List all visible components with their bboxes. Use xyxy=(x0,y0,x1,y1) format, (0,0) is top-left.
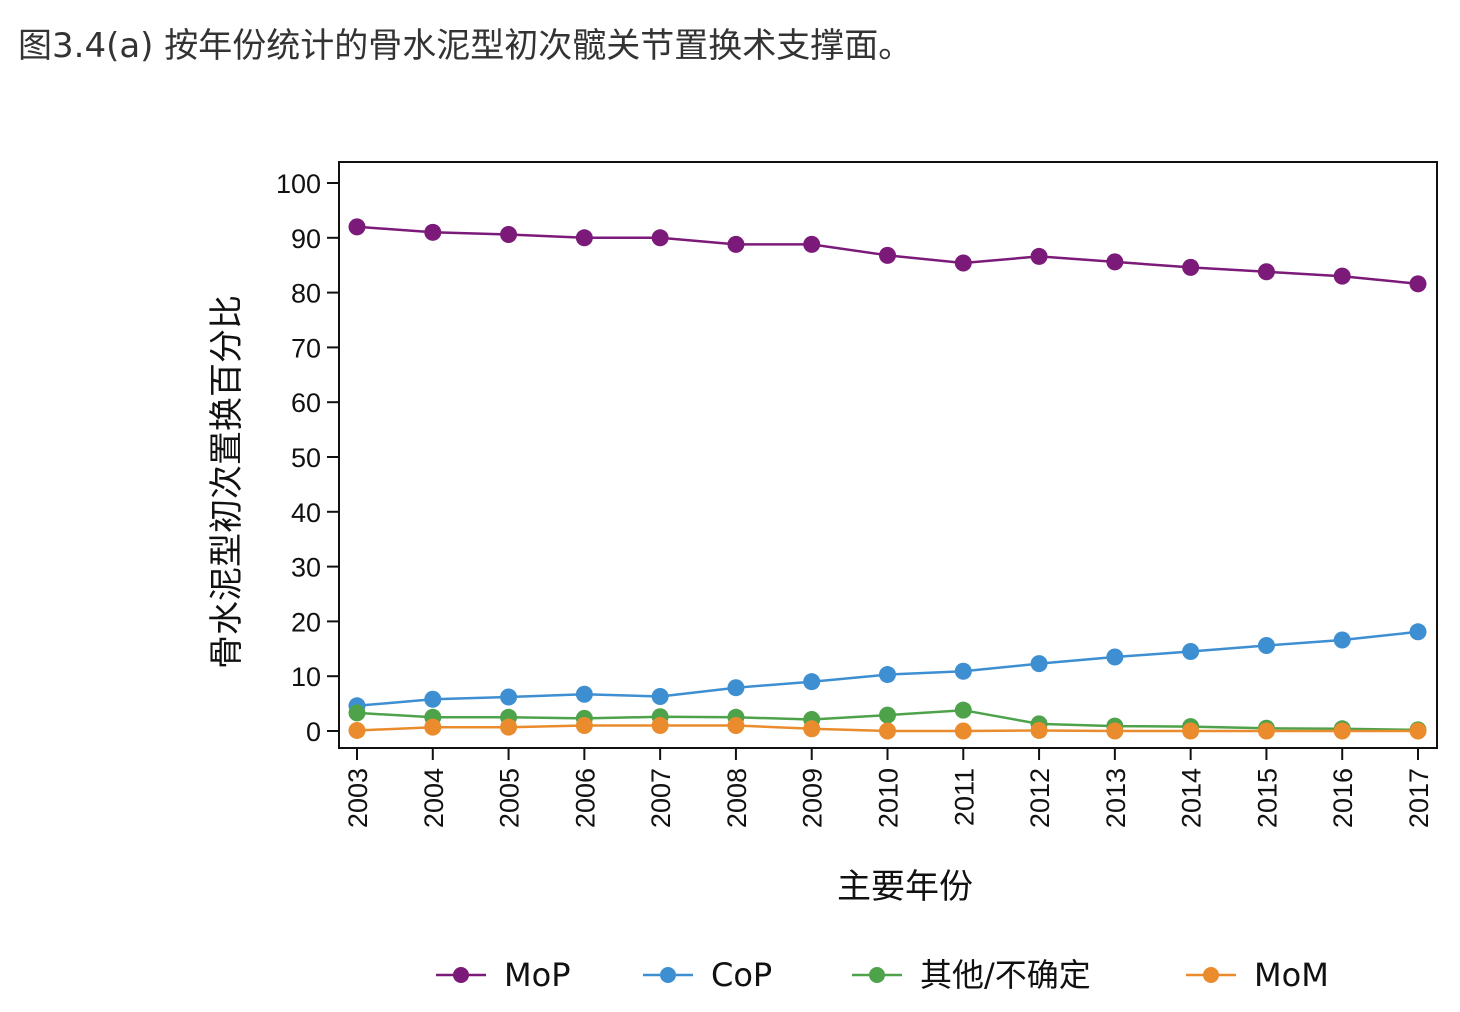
y-tick-label: 0 xyxy=(306,717,321,747)
series-1 xyxy=(348,623,1427,715)
data-point xyxy=(954,254,972,272)
data-point xyxy=(1030,721,1048,739)
x-tick-label: 2012 xyxy=(1025,768,1055,828)
legend-item: CoP xyxy=(643,956,772,994)
data-point xyxy=(803,720,821,738)
series-0 xyxy=(348,218,1427,293)
data-point xyxy=(1409,275,1427,293)
data-point xyxy=(1409,623,1427,641)
data-point xyxy=(1333,722,1351,740)
data-point xyxy=(500,226,518,244)
x-tick-label: 2011 xyxy=(949,768,979,826)
y-tick-label: 20 xyxy=(291,607,321,637)
data-point xyxy=(1030,655,1048,673)
data-point xyxy=(348,721,366,739)
y-tick-label: 50 xyxy=(291,443,321,473)
data-point xyxy=(1106,722,1124,740)
data-point xyxy=(424,223,442,241)
data-point xyxy=(727,717,745,735)
data-point xyxy=(879,722,896,740)
data-point xyxy=(575,717,593,735)
data-point xyxy=(348,218,366,236)
data-point xyxy=(500,718,518,736)
legend-marker xyxy=(869,967,885,983)
x-tick-label: 2015 xyxy=(1252,768,1282,828)
data-point xyxy=(1257,637,1275,655)
y-tick-label: 10 xyxy=(291,662,321,692)
y-tick-label: 100 xyxy=(276,169,321,199)
legend-marker xyxy=(660,967,676,983)
data-point xyxy=(803,235,821,253)
legend-item: 其他/不确定 xyxy=(852,956,1091,994)
data-point xyxy=(651,229,669,247)
legend-item: MoP xyxy=(436,956,570,994)
data-point xyxy=(1106,253,1124,271)
data-point xyxy=(651,717,669,735)
data-point xyxy=(575,685,593,703)
x-tick-label: 2003 xyxy=(343,768,373,828)
data-point xyxy=(1257,722,1275,740)
y-axis: 0 10 20 30 40 50 60 70 80 90 100 xyxy=(276,169,339,747)
legend-label: CoP xyxy=(711,956,772,994)
data-point xyxy=(879,706,896,724)
y-tick-label: 30 xyxy=(291,553,321,583)
x-tick-label: 2017 xyxy=(1404,768,1434,828)
x-tick-label: 2006 xyxy=(570,768,600,828)
x-tick-label: 2009 xyxy=(798,768,828,828)
legend: MoP CoP 其他/不确定 MoM xyxy=(436,956,1329,994)
data-point xyxy=(1182,643,1200,661)
data-point xyxy=(424,718,442,736)
data-point xyxy=(1333,267,1351,285)
x-tick-label: 2008 xyxy=(722,768,752,828)
data-point xyxy=(727,679,745,697)
data-point xyxy=(424,690,442,708)
series-3 xyxy=(348,717,1427,740)
data-point xyxy=(1182,722,1200,740)
data-point xyxy=(879,666,896,684)
chart-title: 图3.4(a) 按年份统计的骨水泥型初次髋关节置换术支撑面。 xyxy=(18,26,913,66)
legend-marker xyxy=(453,967,469,983)
legend-label: MoP xyxy=(504,956,570,994)
data-point xyxy=(500,688,518,706)
data-point xyxy=(954,701,972,719)
y-tick-label: 80 xyxy=(291,279,321,309)
legend-item: MoM xyxy=(1186,956,1329,994)
data-point xyxy=(1106,648,1124,666)
data-point xyxy=(1182,258,1200,276)
data-point xyxy=(1030,247,1048,265)
data-point xyxy=(1257,263,1275,281)
x-axis: 2003 2004 2005 2006 2007 2008 2009 2010 2011 2012… xyxy=(343,748,1434,828)
data-point xyxy=(727,235,745,253)
x-tick-label: 2010 xyxy=(874,768,904,828)
data-point xyxy=(879,246,896,264)
y-tick-label: 40 xyxy=(291,498,321,528)
x-tick-label: 2004 xyxy=(419,768,449,828)
x-tick-label: 2013 xyxy=(1101,768,1131,828)
data-point xyxy=(651,687,669,705)
y-tick-label: 90 xyxy=(291,224,321,254)
data-point xyxy=(954,722,972,740)
x-tick-label: 2014 xyxy=(1177,768,1207,828)
legend-label: 其他/不确定 xyxy=(920,956,1091,994)
series-layer xyxy=(348,218,1427,740)
x-tick-label: 2005 xyxy=(495,768,525,828)
data-point xyxy=(1333,631,1351,649)
data-point xyxy=(348,704,366,722)
data-point xyxy=(803,673,821,691)
legend-marker xyxy=(1203,967,1219,983)
x-tick-label: 2016 xyxy=(1328,768,1358,828)
legend-label: MoM xyxy=(1254,956,1329,994)
data-point xyxy=(575,229,593,247)
x-tick-label: 2007 xyxy=(646,768,676,828)
x-axis-title: 主要年份 xyxy=(837,867,973,907)
y-tick-label: 60 xyxy=(291,388,321,418)
data-point xyxy=(1409,722,1427,740)
y-axis-title: 骨水泥型初次置换百分比 xyxy=(207,295,247,669)
y-tick-label: 70 xyxy=(291,333,321,363)
data-point xyxy=(954,662,972,680)
